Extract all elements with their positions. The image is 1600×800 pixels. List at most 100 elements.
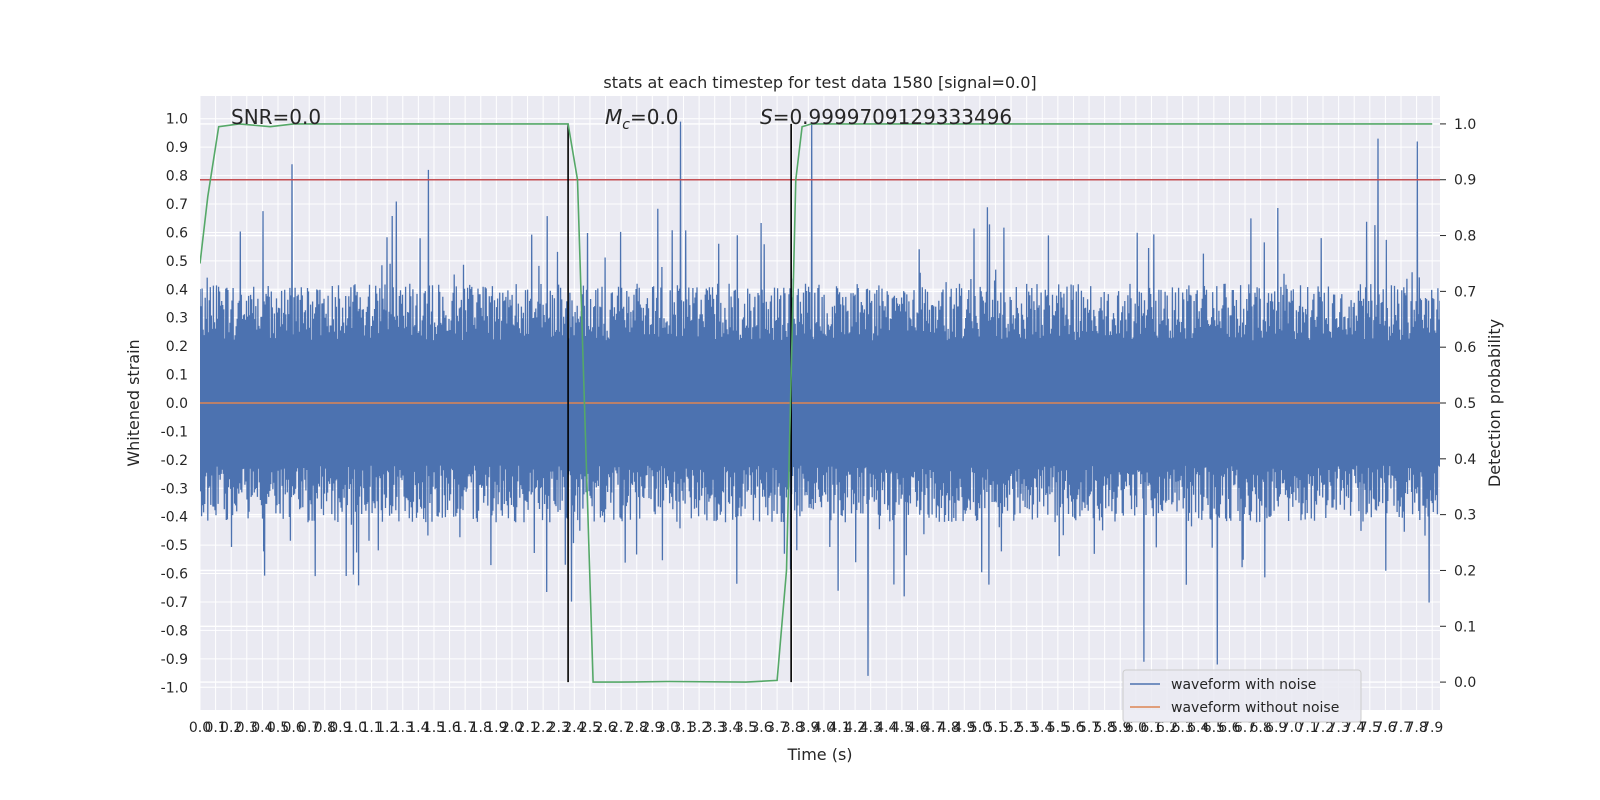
x-tick-label: 6.5 [1203,720,1225,736]
x-tick-label: 7.3 [1327,720,1349,736]
x-tick-label: 3.1 [672,720,694,736]
x-tick-label: 7.9 [1421,720,1443,736]
y-tick-label: -0.8 [161,623,188,639]
y-tick-label: -0.9 [161,652,188,668]
y-tick-label: -1.0 [161,680,188,696]
y-tick-label: 0.1 [166,368,188,384]
x-tick-label: 6.7 [1234,720,1256,736]
x-tick-label: 2.0 [501,720,523,736]
x-axis-ticks: 0.00.10.20.30.40.50.60.70.80.91.01.11.21… [189,720,1443,736]
y-tick-label: 1.0 [166,112,188,128]
x-tick-label: 4.0 [813,720,835,736]
x-tick-label: 2.5 [579,720,601,736]
y-axis-label: Whitened strain [124,339,143,466]
y2-axis-label: Detection probability [1485,319,1504,487]
x-tick-label: 3.9 [797,720,819,736]
x-tick-label: 6.1 [1140,720,1162,736]
x-tick-label: 2.8 [626,720,648,736]
x-tick-label: 1.0 [345,720,367,736]
y-tick-label: 0.3 [166,311,188,327]
x-tick-label: 1.8 [470,720,492,736]
legend: waveform with noise waveform without noi… [1122,669,1362,723]
x-tick-label: 6.3 [1172,720,1194,736]
x-tick-label: 7.0 [1281,720,1303,736]
y-tick-label: 0.8 [166,169,188,185]
x-tick-label: 4.8 [938,720,960,736]
x-tick-label: 5.4 [1031,720,1053,736]
legend-label-without-noise: waveform without noise [1171,700,1339,716]
x-tick-label: 6.4 [1187,720,1209,736]
x-tick-label: 2.4 [563,720,585,736]
y2-tick-label: 1.0 [1454,117,1476,133]
y-tick-label: -0.1 [161,424,188,440]
x-tick-label: 3.3 [704,720,726,736]
y2-tick-label: 0.7 [1454,284,1476,300]
plot-area [200,121,1440,683]
x-tick-label: 4.9 [953,720,975,736]
x-tick-label: 3.0 [657,720,679,736]
x-tick-label: 2.1 [516,720,538,736]
x-tick-label: 5.6 [1062,720,1084,736]
y2-axis-ticks: 0.0 0.1 0.2 0.3 0.4 0.5 0.6 0.7 0.8 0.9 1.0 [1440,117,1476,691]
mc-annotation: Mc=0.0 [605,105,679,133]
x-tick-label: 1.3 [392,720,414,736]
x-tick-label: 6.8 [1249,720,1271,736]
x-tick-label: 1.4 [407,720,429,736]
x-tick-label: 4.4 [875,720,897,736]
y-tick-label: -0.2 [161,453,188,469]
x-tick-label: 5.1 [984,720,1006,736]
y2-tick-label: 0.0 [1454,675,1476,691]
x-tick-label: 4.5 [891,720,913,736]
x-tick-label: 0.0 [189,720,211,736]
x-tick-label: 0.5 [267,720,289,736]
x-tick-label: 1.1 [360,720,382,736]
y-tick-label: 0.6 [166,225,188,241]
x-tick-label: 2.3 [548,720,570,736]
legend-box [1122,669,1362,723]
series-waveform-with-noise [200,121,1440,676]
chart-title: stats at each timestep for test data 158… [603,73,1036,92]
x-tick-label: 0.1 [204,720,226,736]
x-tick-label: 6.6 [1218,720,1240,736]
x-tick-label: 4.3 [860,720,882,736]
x-tick-label: 1.7 [454,720,476,736]
x-tick-label: 1.5 [423,720,445,736]
x-tick-label: 0.2 [220,720,242,736]
x-tick-label: 0.9 [329,720,351,736]
x-tick-label: 5.3 [1016,720,1038,736]
y2-tick-label: 0.2 [1454,563,1476,579]
y-tick-label: 0.7 [166,197,188,213]
waveform-with-noise-line [200,121,1440,676]
y-tick-label: -0.7 [161,595,188,611]
x-tick-label: 0.4 [251,720,273,736]
x-tick-label: 5.7 [1078,720,1100,736]
x-tick-label: 4.6 [906,720,928,736]
x-tick-label: 7.6 [1374,720,1396,736]
x-tick-label: 3.7 [766,720,788,736]
x-tick-label: 0.7 [298,720,320,736]
x-tick-label: 3.8 [782,720,804,736]
y-tick-label: 0.5 [166,254,188,270]
x-tick-label: 7.8 [1405,720,1427,736]
x-tick-label: 7.2 [1312,720,1334,736]
x-tick-label: 7.4 [1343,720,1365,736]
x-tick-label: 0.8 [314,720,336,736]
s-value: =0.9999709129333496 [773,105,1012,129]
x-tick-label: 3.2 [688,720,710,736]
y-tick-label: -0.3 [161,481,188,497]
y2-tick-label: 0.1 [1454,619,1476,635]
y-tick-label: 0.2 [166,339,188,355]
mc-subscript: c [622,117,630,133]
x-tick-label: 5.5 [1047,720,1069,736]
x-tick-label: 5.0 [969,720,991,736]
x-tick-label: 6.9 [1265,720,1287,736]
x-tick-label: 7.1 [1296,720,1318,736]
y2-tick-label: 0.3 [1454,508,1476,524]
y2-tick-label: 0.9 [1454,173,1476,189]
y2-tick-label: 0.8 [1454,229,1476,245]
s-symbol: S [760,105,773,129]
x-tick-label: 4.1 [828,720,850,736]
x-tick-label: 1.6 [438,720,460,736]
y2-tick-label: 0.4 [1454,452,1476,468]
x-tick-label: 0.3 [236,720,258,736]
